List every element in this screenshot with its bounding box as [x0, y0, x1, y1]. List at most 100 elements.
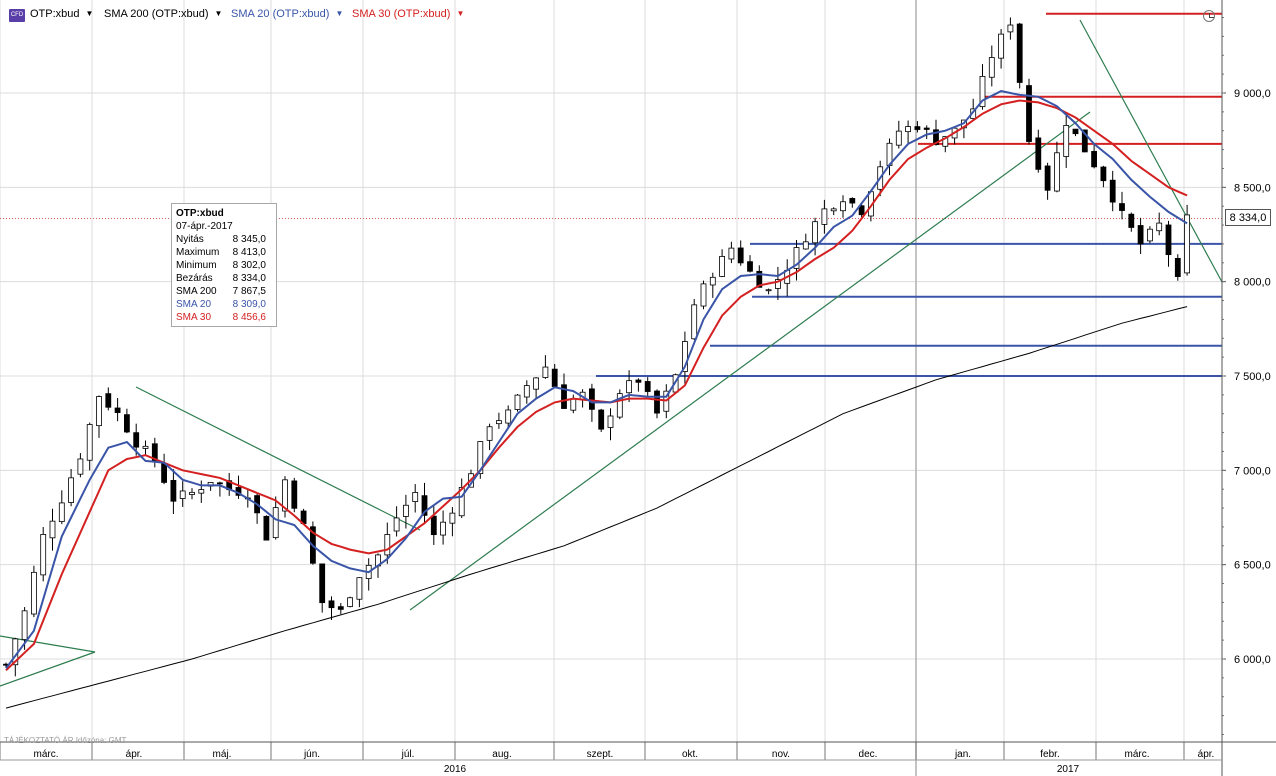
candle-body — [440, 521, 447, 536]
candlestick — [402, 494, 409, 529]
candlestick — [1035, 129, 1042, 173]
candle-body — [161, 463, 168, 483]
tooltip-value: 8 413,0 — [232, 247, 266, 258]
candlestick — [988, 45, 995, 87]
candlestick — [505, 405, 512, 429]
candle-body — [319, 563, 326, 604]
candlestick — [170, 469, 177, 515]
last-price-tag: 8 334,0 — [1225, 209, 1271, 226]
clock-icon[interactable] — [1203, 10, 1215, 22]
tooltip-value: 8 302,0 — [232, 260, 266, 271]
cfd-logo-icon: CFD — [9, 9, 25, 22]
ticker-sma20-dropdown[interactable]: SMA 20 (OTP:xbud) ▼ — [231, 8, 343, 20]
x-tick-label: márc. — [34, 749, 59, 760]
candle-body — [933, 129, 939, 146]
y-tick-label: 8 500,0 — [1234, 182, 1271, 194]
candlestick — [347, 596, 354, 608]
candle-body — [328, 600, 335, 609]
candlestick — [495, 412, 502, 429]
candlestick — [124, 408, 130, 434]
candle-body — [198, 489, 205, 494]
candlestick — [477, 441, 484, 479]
candlestick — [598, 408, 605, 432]
candlestick — [1007, 17, 1014, 40]
candle-body — [709, 276, 716, 286]
candlestick — [775, 266, 781, 300]
candlestick — [189, 488, 195, 500]
candle-body — [570, 398, 577, 411]
candlestick — [1147, 226, 1153, 244]
candlestick — [514, 393, 521, 412]
candlestick — [914, 121, 921, 133]
candlestick — [523, 380, 530, 404]
candle-body — [737, 247, 744, 264]
chevron-down-icon: ▼ — [214, 9, 223, 18]
candle-body — [1128, 213, 1135, 228]
tooltip-value: 8 334,0 — [232, 273, 266, 284]
tooltip-row-low: Minimum 8 302,0 — [176, 259, 272, 272]
candlestick — [142, 440, 149, 456]
candlestick — [30, 565, 37, 618]
candle-body — [1063, 125, 1070, 157]
x-tick-label: ápr. — [126, 749, 143, 760]
candlestick — [644, 377, 651, 396]
candle-body — [793, 247, 800, 269]
candle-body — [1044, 165, 1051, 191]
candle-body — [1165, 224, 1172, 256]
candlestick — [895, 120, 902, 149]
candlestick — [337, 603, 344, 615]
candlestick — [812, 217, 818, 256]
ticker-sma200-dropdown[interactable]: SMA 200 (OTP:xbud) ▼ — [104, 8, 222, 20]
y-tick-label: 8 000,0 — [1234, 277, 1271, 289]
x-tick-label: máj. — [213, 749, 232, 760]
year-label: 2017 — [1057, 764, 1080, 775]
candlestick — [282, 476, 288, 518]
tooltip-row-close: Bezárás 8 334,0 — [176, 272, 272, 285]
candlestick — [821, 199, 828, 234]
y-tick-label: 6 500,0 — [1234, 560, 1271, 572]
candle-body — [700, 283, 707, 307]
year-label: 2016 — [444, 764, 467, 775]
x-tick-label: okt. — [682, 749, 698, 760]
candlestick — [1026, 78, 1032, 145]
ticker-otp-dropdown[interactable]: OTP:xbud ▼ — [30, 8, 93, 20]
candle-body — [384, 534, 391, 556]
tooltip-label: SMA 200 — [176, 286, 217, 297]
trendlines — [0, 19, 1223, 687]
sma20-line — [5, 90, 1188, 669]
candle-body — [30, 571, 37, 615]
candle-body — [607, 415, 614, 428]
footer-note: TÁJÉKOZTATÓ ÁR Időzóna: GMT — [4, 736, 127, 745]
candlestick — [58, 490, 65, 525]
candle-body — [1007, 24, 1014, 33]
candle-body — [942, 136, 949, 147]
candlestick — [458, 478, 465, 518]
candle-body — [21, 610, 28, 640]
candlestick — [1100, 165, 1107, 188]
candle-body — [124, 414, 130, 433]
candle-body — [589, 388, 595, 410]
candle-body — [765, 289, 772, 292]
candle-body — [756, 270, 763, 288]
sma30-line — [5, 99, 1188, 672]
tooltip-value: 8 309,0 — [232, 299, 266, 310]
candle-body — [998, 33, 1004, 59]
candle-body — [542, 366, 549, 378]
candlestick — [40, 527, 47, 582]
candle-body — [1184, 214, 1190, 274]
candle-body — [133, 432, 140, 448]
x-tick-label: márc. — [1125, 749, 1150, 760]
candle-body — [1072, 128, 1079, 135]
candle-body — [216, 482, 223, 485]
candlestick — [905, 120, 911, 144]
candle-body — [1100, 166, 1107, 182]
ticker-label: SMA 30 (OTP:xbud) — [352, 8, 451, 20]
tooltip-row-sma30: SMA 30 8 456,6 — [176, 311, 272, 324]
candle-body — [1137, 225, 1144, 245]
candle-body — [96, 396, 102, 427]
ticker-sma30-dropdown[interactable]: SMA 30 (OTP:xbud) ▼ — [352, 8, 464, 20]
chevron-down-icon: ▼ — [456, 9, 465, 18]
candle-body — [1119, 203, 1125, 211]
x-tick-label: jún. — [303, 749, 320, 760]
